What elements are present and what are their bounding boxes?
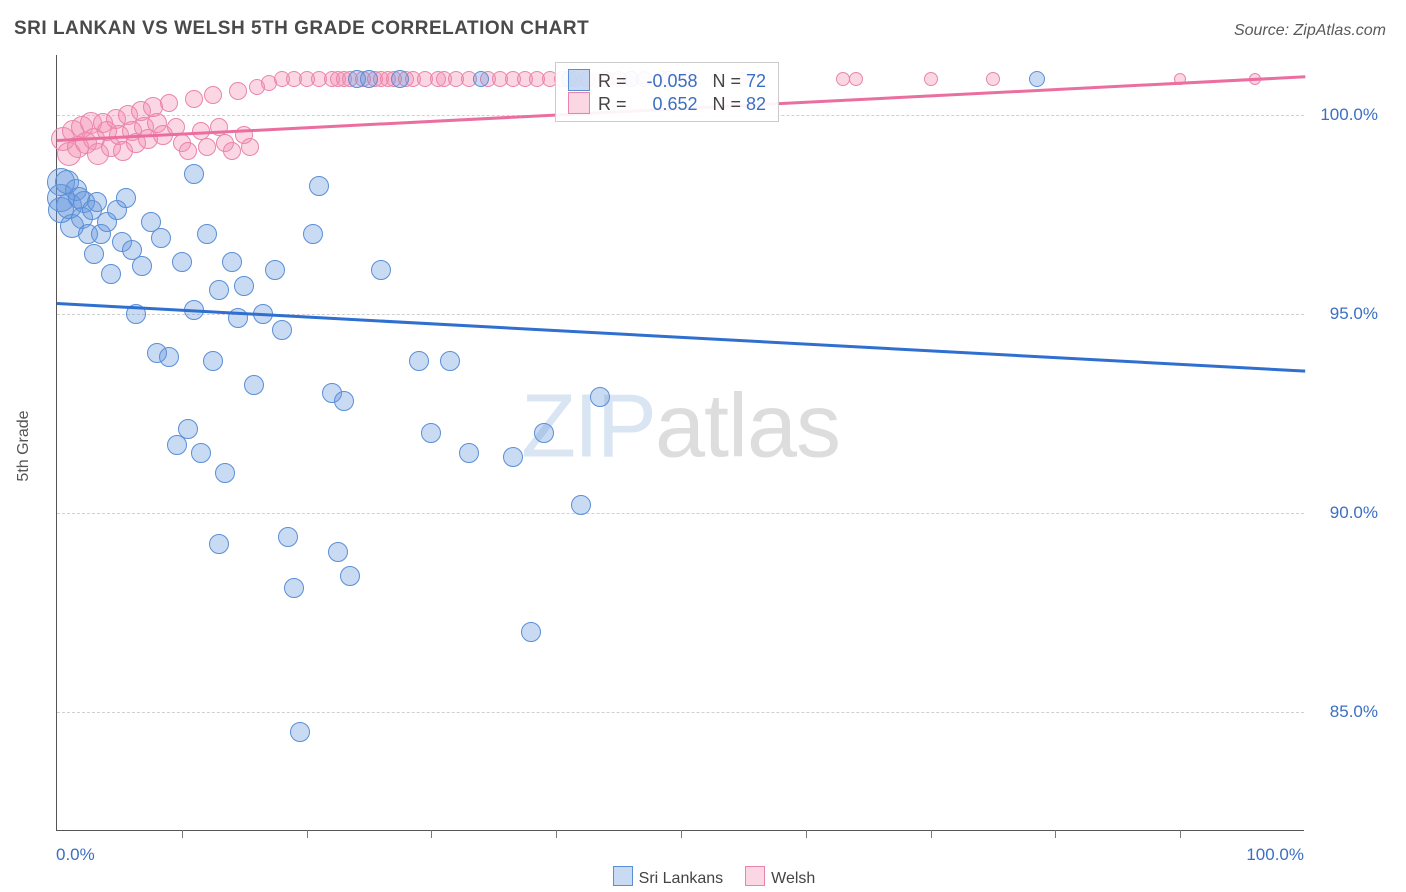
source-attribution: Source: ZipAtlas.com [1234, 22, 1386, 40]
data-point-blue [421, 423, 441, 443]
data-point-blue [534, 423, 554, 443]
data-point-blue [303, 224, 323, 244]
legend: Sri Lankans Welsh [0, 866, 1406, 888]
watermark-atlas: atlas [655, 377, 840, 477]
chart-container: SRI LANKAN VS WELSH 5TH GRADE CORRELATIO… [0, 0, 1406, 892]
data-point-blue [197, 224, 217, 244]
data-point-pink [160, 94, 178, 112]
data-point-pink [986, 72, 1000, 86]
x-tick [806, 830, 807, 838]
data-point-blue [571, 495, 591, 515]
data-point-blue [459, 443, 479, 463]
data-point-blue [84, 244, 104, 264]
grid-line [57, 513, 1304, 514]
watermark: ZIPatlas [521, 376, 840, 479]
data-point-pink [204, 86, 222, 104]
data-point-blue [178, 419, 198, 439]
data-point-blue [309, 176, 329, 196]
legend-swatch-pink-icon [745, 866, 765, 886]
data-point-blue [116, 188, 136, 208]
data-point-blue [391, 70, 409, 88]
x-tick [1055, 830, 1056, 838]
data-point-blue [272, 320, 292, 340]
stats-row-blue: R = -0.058 N = 72 [568, 69, 766, 92]
data-point-blue [328, 542, 348, 562]
data-point-blue [521, 622, 541, 642]
data-point-blue [184, 164, 204, 184]
x-tick [931, 830, 932, 838]
data-point-blue [334, 391, 354, 411]
stat-r: -0.058 [632, 71, 698, 92]
swatch-blue-icon [568, 69, 590, 91]
x-tick-label: 100.0% [1246, 845, 1304, 865]
data-point-pink [924, 72, 938, 86]
stat-n: 82 [746, 94, 766, 115]
data-point-blue [284, 578, 304, 598]
data-point-blue [340, 566, 360, 586]
data-point-blue [132, 256, 152, 276]
data-point-blue [234, 276, 254, 296]
data-point-blue [503, 447, 523, 467]
data-point-pink [179, 142, 197, 160]
data-point-blue [473, 71, 489, 87]
y-tick-label: 100.0% [1320, 105, 1378, 125]
data-point-blue [244, 375, 264, 395]
data-point-blue [209, 534, 229, 554]
data-point-pink [229, 82, 247, 100]
x-tick [681, 830, 682, 838]
y-tick-label: 95.0% [1330, 304, 1378, 324]
trend-line-blue [57, 302, 1305, 373]
x-tick [556, 830, 557, 838]
data-point-pink [849, 72, 863, 86]
data-point-blue [290, 722, 310, 742]
data-point-blue [371, 260, 391, 280]
data-point-blue [222, 252, 242, 272]
data-point-blue [215, 463, 235, 483]
x-tick-label: 0.0% [56, 845, 95, 865]
data-point-pink [223, 142, 241, 160]
data-point-blue [1029, 71, 1045, 87]
data-point-pink [241, 138, 259, 156]
y-axis-title: 5th Grade [15, 410, 33, 481]
legend-label: Sri Lankans [639, 870, 724, 887]
x-tick [431, 830, 432, 838]
grid-line [57, 712, 1304, 713]
y-tick-label: 90.0% [1330, 503, 1378, 523]
data-point-blue [172, 252, 192, 272]
x-tick [307, 830, 308, 838]
data-point-blue [209, 280, 229, 300]
swatch-pink-icon [568, 92, 590, 114]
data-point-blue [101, 264, 121, 284]
stats-box: R = -0.058 N = 72R = 0.652 N = 82 [555, 62, 779, 122]
data-point-blue [590, 387, 610, 407]
data-point-blue [151, 228, 171, 248]
data-point-blue [87, 192, 107, 212]
legend-label: Welsh [771, 870, 815, 887]
data-point-blue [409, 351, 429, 371]
data-point-blue [265, 260, 285, 280]
x-tick [182, 830, 183, 838]
legend-swatch-blue-icon [613, 866, 633, 886]
stat-r: 0.652 [632, 94, 698, 115]
data-point-blue [440, 351, 460, 371]
data-point-blue [159, 347, 179, 367]
data-point-blue [203, 351, 223, 371]
stats-row-pink: R = 0.652 N = 82 [568, 92, 766, 115]
data-point-pink [198, 138, 216, 156]
plot-area: ZIPatlas 85.0%90.0%95.0%100.0% [56, 55, 1304, 831]
data-point-blue [191, 443, 211, 463]
data-point-pink [185, 90, 203, 108]
data-point-blue [278, 527, 298, 547]
x-tick [1180, 830, 1181, 838]
stat-n: 72 [746, 71, 766, 92]
y-tick-label: 85.0% [1330, 702, 1378, 722]
chart-title: SRI LANKAN VS WELSH 5TH GRADE CORRELATIO… [14, 18, 589, 40]
data-point-blue [360, 70, 378, 88]
